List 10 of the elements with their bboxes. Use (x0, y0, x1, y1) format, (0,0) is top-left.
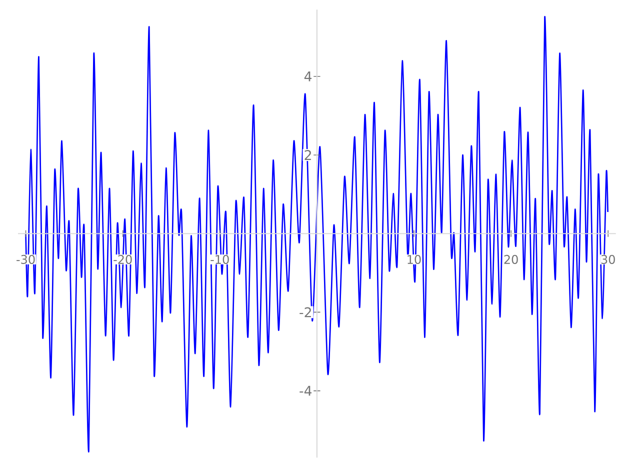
x-tick-label: 30 (601, 254, 615, 264)
x-tick-label: 10 (408, 254, 421, 264)
y-tick-label: 4 (304, 72, 312, 82)
x-tick-label: -10 (210, 254, 229, 264)
x-tick-label: -30 (16, 254, 35, 264)
x-tick-label: -20 (114, 254, 132, 264)
y-tick-label: 2 (304, 150, 311, 160)
x-tick-label: 20 (504, 254, 518, 264)
y-tick-label: -4 (300, 386, 312, 396)
y-tick-label: -2 (300, 307, 311, 318)
